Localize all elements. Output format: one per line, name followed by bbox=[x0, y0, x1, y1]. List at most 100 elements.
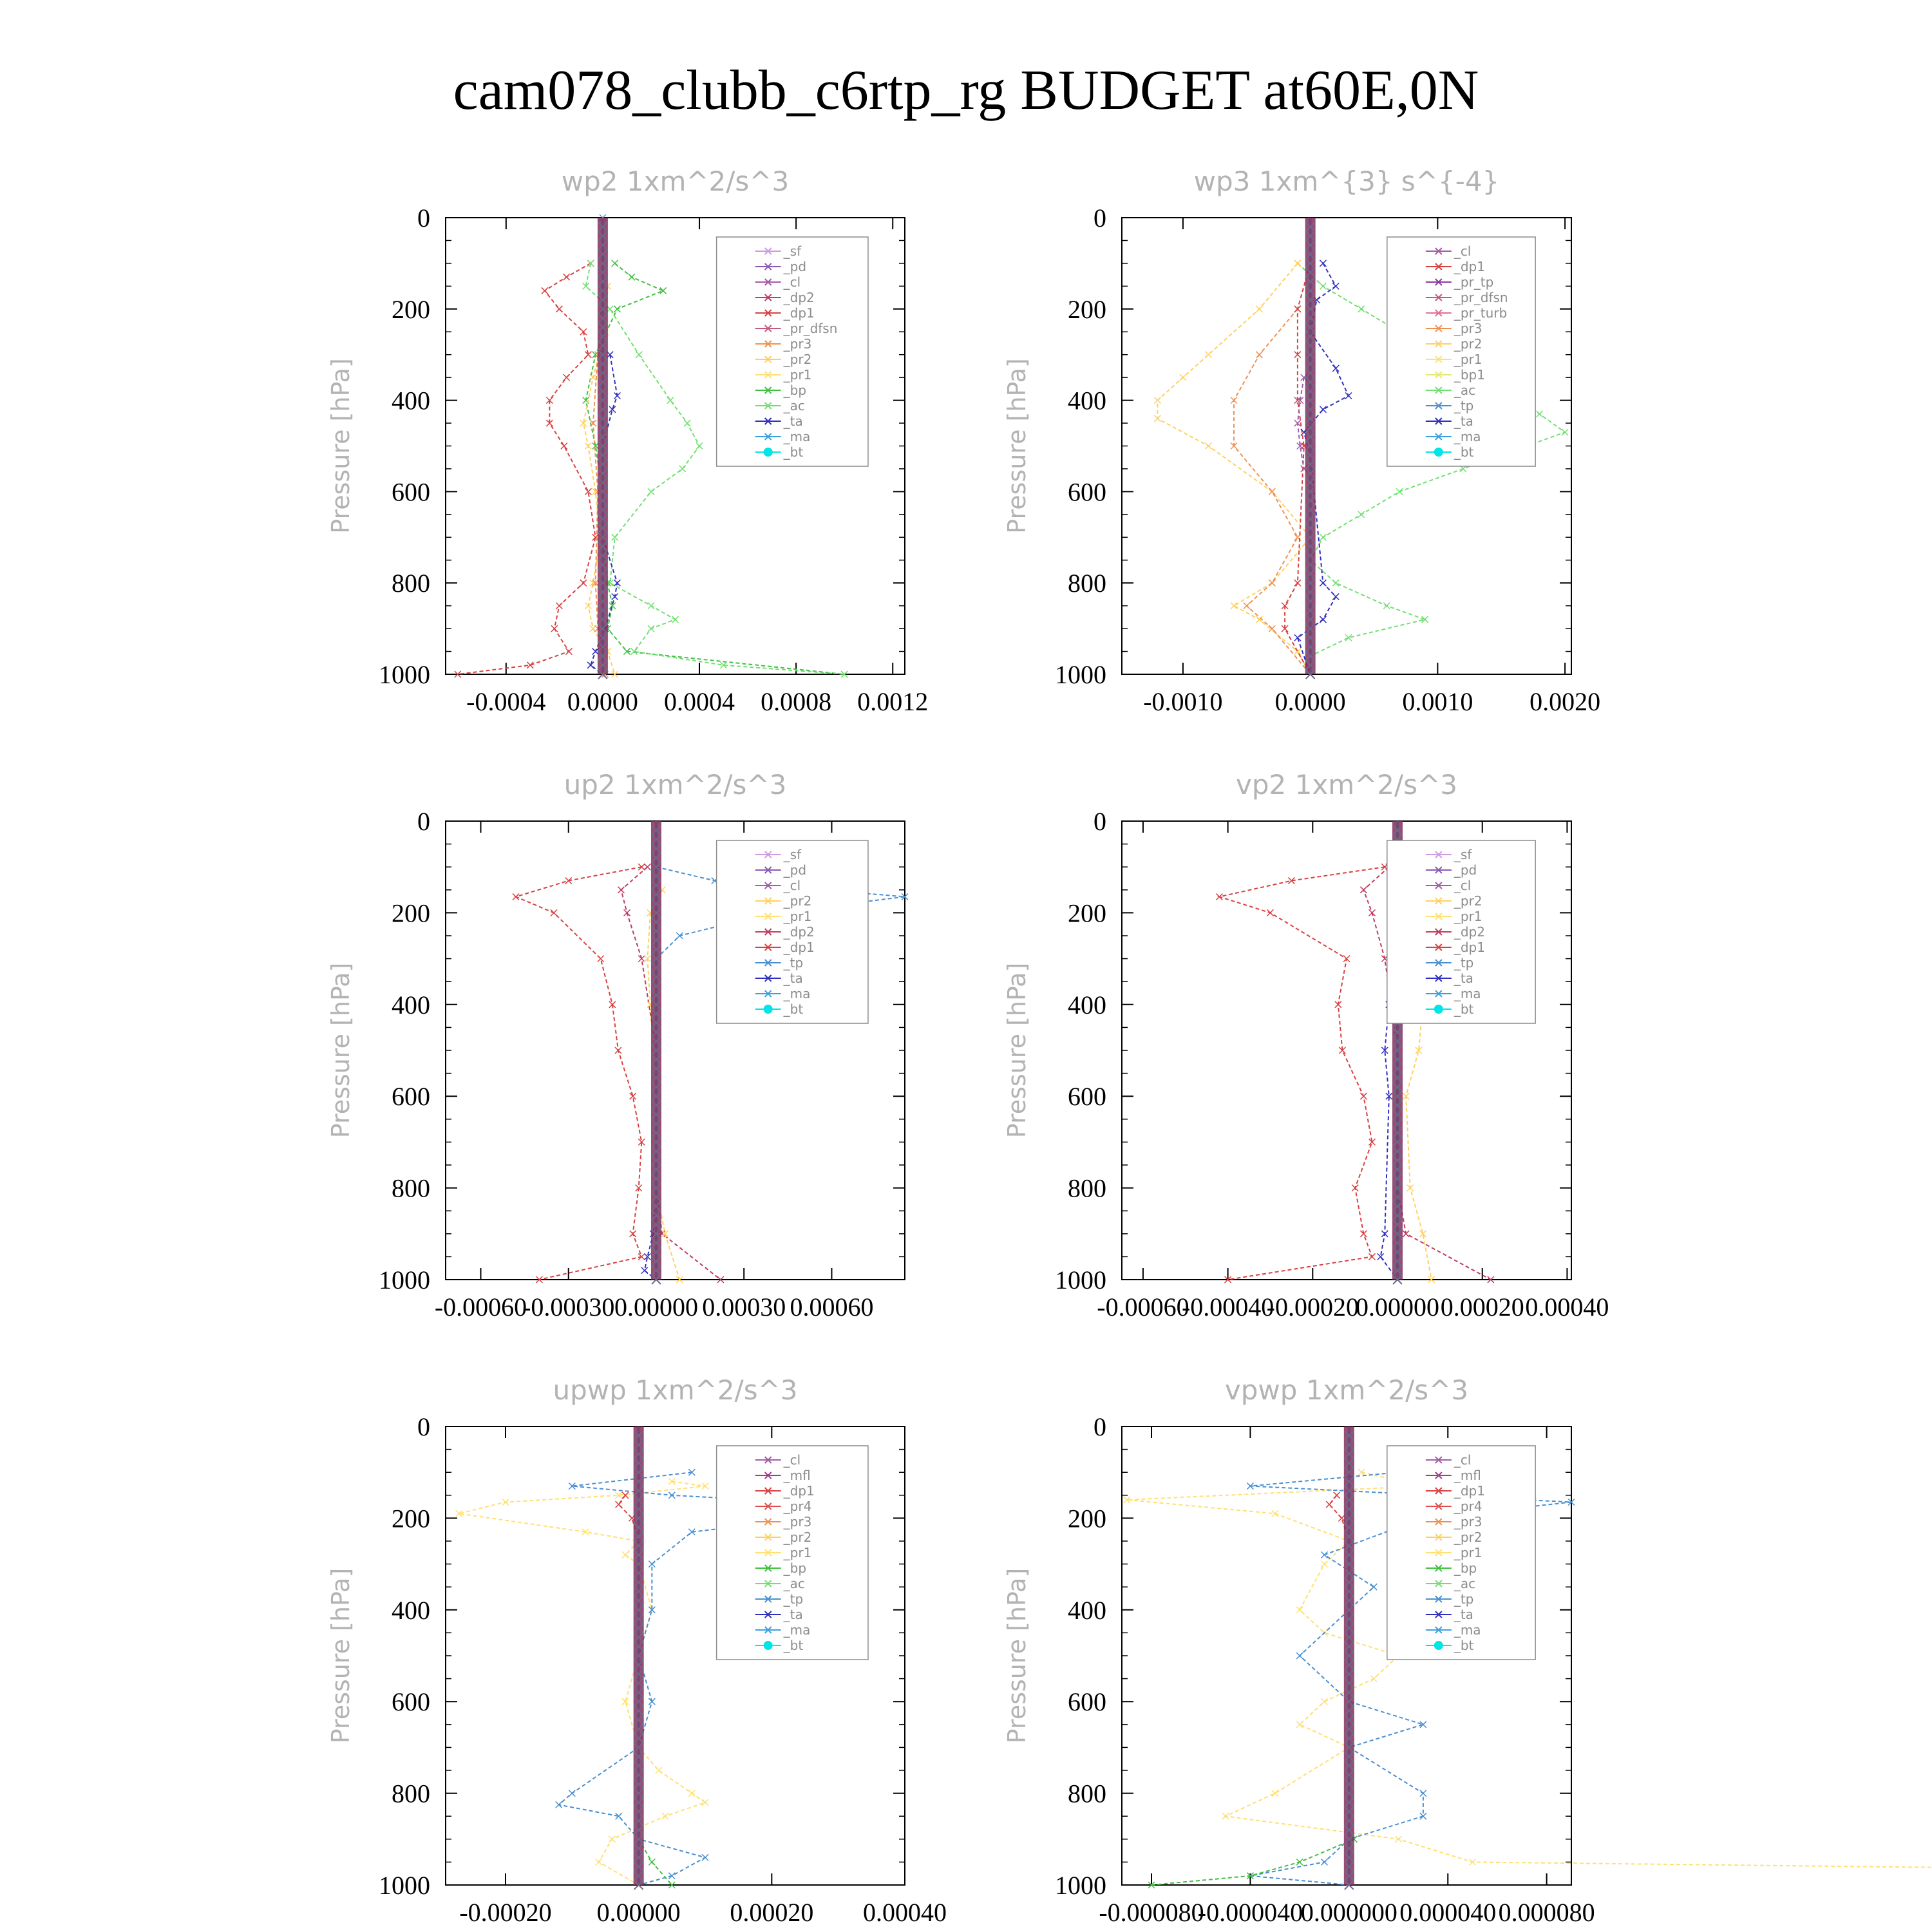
x-tick-label: 0.0004 bbox=[664, 687, 735, 716]
legend-label: _pr4 bbox=[783, 1499, 812, 1514]
legend-label: _pr3 bbox=[1454, 321, 1482, 336]
zero-line-marker bbox=[1392, 1119, 1403, 1129]
series-line-bp bbox=[1151, 1838, 1354, 1886]
series-point bbox=[580, 579, 587, 587]
zero-line-marker bbox=[598, 632, 608, 643]
zero-line-marker bbox=[1344, 1513, 1354, 1524]
zero-line-marker bbox=[598, 605, 608, 616]
series-point bbox=[597, 955, 605, 963]
y-axis-label: Pressure [hPa] bbox=[1003, 358, 1031, 534]
series-point bbox=[643, 1253, 651, 1260]
series-point bbox=[563, 374, 571, 381]
series-point bbox=[629, 1230, 637, 1238]
series-point bbox=[545, 397, 553, 404]
series-point bbox=[1319, 282, 1327, 290]
zero-line-marker bbox=[1305, 440, 1316, 451]
series-point bbox=[555, 602, 563, 610]
zero-line-marker bbox=[1305, 632, 1316, 643]
series-point bbox=[1153, 397, 1161, 404]
series-point bbox=[611, 533, 619, 541]
legend-label: _pd bbox=[783, 259, 806, 274]
series-point bbox=[454, 670, 462, 678]
legend-label: _pd bbox=[783, 862, 806, 878]
zero-line-marker bbox=[1305, 431, 1316, 442]
legend-marker bbox=[764, 417, 772, 425]
zero-line-marker bbox=[598, 285, 608, 296]
series-point bbox=[1419, 1790, 1427, 1797]
series-point bbox=[1320, 1858, 1329, 1866]
zero-line-marker bbox=[651, 880, 661, 891]
x-tick-label: 0.0020 bbox=[1530, 687, 1600, 716]
zero-line-marker bbox=[598, 413, 608, 424]
x-tick-label: -0.00030 bbox=[522, 1293, 614, 1321]
legend-marker bbox=[1435, 263, 1443, 270]
series-point bbox=[1268, 488, 1276, 495]
zero-line-marker bbox=[1392, 1192, 1403, 1202]
y-axis-label: Pressure [hPa] bbox=[327, 963, 355, 1139]
series-point bbox=[668, 1477, 676, 1485]
series-point bbox=[1243, 602, 1251, 610]
series-point bbox=[696, 442, 703, 450]
legend-label: _bp bbox=[783, 1560, 806, 1576]
legend-label: _tp bbox=[783, 1591, 804, 1607]
series-point bbox=[701, 1482, 709, 1490]
series-point bbox=[688, 1528, 696, 1536]
legend-label: _cl bbox=[1454, 878, 1472, 893]
series-point bbox=[587, 661, 594, 669]
series-point bbox=[1368, 909, 1376, 916]
legend-marker bbox=[764, 433, 772, 440]
series-point bbox=[1296, 1606, 1303, 1614]
zero-line-marker bbox=[1392, 1229, 1403, 1239]
series-point bbox=[1359, 1092, 1367, 1100]
zero-line-marker bbox=[1305, 605, 1316, 616]
zero-line-marker bbox=[633, 1660, 644, 1670]
x-tick-label: 0.0010 bbox=[1402, 687, 1473, 716]
x-tick-label: 0.00000 bbox=[597, 1898, 681, 1927]
legend-label: _ma bbox=[783, 429, 811, 444]
legend-label: _cl bbox=[783, 274, 801, 290]
y-tick-label: 400 bbox=[1068, 1596, 1106, 1625]
legend-marker bbox=[764, 897, 772, 905]
zero-line-marker bbox=[1344, 1467, 1354, 1477]
zero-line-marker bbox=[598, 377, 608, 387]
legend-marker bbox=[1435, 278, 1443, 286]
y-tick-label: 1000 bbox=[1055, 660, 1106, 689]
zero-line-marker bbox=[633, 1531, 644, 1542]
zero-line-marker bbox=[1344, 1449, 1354, 1459]
zero-line-marker bbox=[1392, 1164, 1403, 1175]
series-point bbox=[608, 1835, 616, 1843]
legend-marker bbox=[1435, 1626, 1443, 1634]
series-point bbox=[1294, 260, 1302, 267]
zero-line-marker bbox=[1344, 1495, 1354, 1505]
zero-line-marker bbox=[598, 650, 608, 661]
zero-line-marker bbox=[633, 1595, 644, 1606]
zero-line-marker bbox=[651, 1146, 661, 1157]
legend-label: _pd bbox=[1454, 862, 1477, 878]
legend-marker bbox=[1435, 943, 1443, 951]
y-tick-label: 800 bbox=[1068, 569, 1106, 598]
zero-line-marker bbox=[1392, 1219, 1403, 1230]
legend-label: _pr1 bbox=[1454, 1545, 1482, 1560]
zero-line-marker bbox=[633, 1522, 644, 1533]
series-point bbox=[541, 287, 549, 294]
zero-line-marker bbox=[651, 1173, 661, 1184]
x-tick-label: -0.00060 bbox=[1097, 1293, 1189, 1321]
y-tick-label: 400 bbox=[392, 990, 430, 1019]
zero-line-marker bbox=[633, 1824, 644, 1835]
zero-line-marker bbox=[633, 1614, 644, 1624]
series-point bbox=[1296, 397, 1304, 404]
zero-line-marker bbox=[1305, 249, 1316, 260]
zero-line-marker bbox=[1344, 1806, 1354, 1817]
series-point bbox=[613, 579, 621, 587]
series-point bbox=[668, 1881, 676, 1889]
y-tick-label: 800 bbox=[1068, 1174, 1106, 1203]
series-point bbox=[580, 419, 587, 427]
y-tick-label: 600 bbox=[1068, 477, 1106, 506]
zero-line-marker bbox=[633, 1504, 644, 1514]
legend-marker bbox=[764, 247, 772, 255]
legend-marker bbox=[764, 1502, 772, 1510]
zero-line-marker bbox=[1305, 404, 1316, 415]
x-tick-label: -0.00020 bbox=[1267, 1293, 1359, 1321]
y-tick-label: 1000 bbox=[379, 1265, 430, 1294]
legend-marker bbox=[763, 448, 773, 457]
